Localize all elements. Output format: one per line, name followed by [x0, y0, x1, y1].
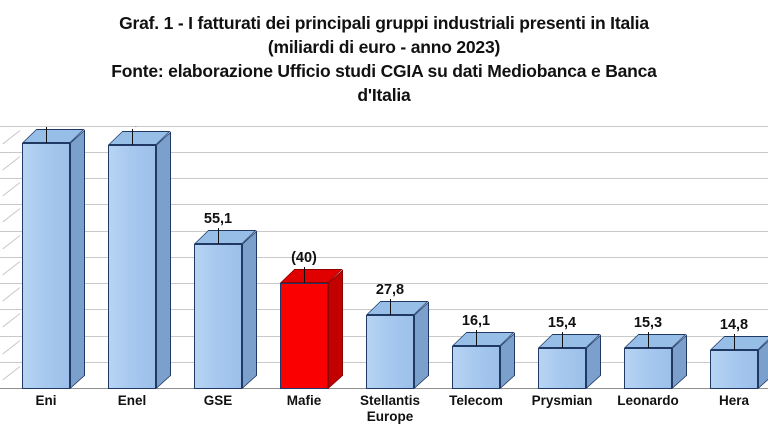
plot-area: 93,7 92,9 55,1 (40) 27,8 16,1 15,4 15,3 … — [0, 126, 768, 389]
category-label-telecom-line-1: Telecom — [449, 393, 503, 408]
depth-line-4 — [2, 208, 21, 223]
leader-tick-eni — [46, 127, 47, 143]
category-label-eni: Eni — [0, 393, 92, 409]
depth-line-1 — [2, 130, 21, 145]
category-label-hera: Hera — [688, 393, 768, 409]
category-label-leonardo: Leonardo — [602, 393, 694, 409]
category-label-mafie: Mafie — [258, 393, 350, 409]
chart-title-line-4: d'Italia — [357, 85, 411, 105]
gridline-50 — [0, 257, 768, 258]
category-label-leonardo-line-1: Leonardo — [617, 393, 679, 408]
depth-line-5 — [2, 235, 21, 250]
chart-title: Graf. 1 - I fatturati dei principali gru… — [0, 11, 768, 107]
leader-tick-telecom — [476, 330, 477, 346]
bar-mafie-side-face — [328, 269, 343, 389]
leader-tick-leonardo — [648, 332, 649, 348]
depth-line-3 — [2, 182, 21, 197]
gridline-100 — [0, 126, 768, 127]
value-label-hera: 14,8 — [719, 317, 749, 333]
category-label-enel: Enel — [86, 393, 178, 409]
depth-line-2 — [2, 156, 21, 171]
value-label-mafie: (40) — [291, 250, 317, 266]
bar-prysmian-front-face — [538, 348, 586, 389]
category-label-mafie-line-1: Mafie — [286, 393, 322, 408]
leader-tick-hera — [734, 334, 735, 350]
category-axis: Eni Enel GSE Mafie Stellantis Europe Tel… — [0, 393, 768, 436]
category-label-gse-line-1: GSE — [203, 393, 233, 408]
bar-hera-top-face — [710, 336, 768, 350]
depth-line-10 — [2, 366, 21, 381]
leader-tick-enel — [132, 129, 133, 145]
category-label-stellantis-europe-line-2: Europe — [366, 409, 414, 424]
leader-tick-mafie — [304, 267, 305, 283]
chart-title-line-3: Fonte: elaborazione Ufficio studi CGIA s… — [111, 61, 657, 81]
bar-gse-side-face — [242, 230, 257, 389]
bar-enel-side-face — [156, 131, 171, 389]
category-label-hera-line-1: Hera — [718, 393, 750, 408]
category-label-enel-line-1: Enel — [117, 393, 147, 408]
depth-line-9 — [2, 340, 21, 355]
category-label-telecom: Telecom — [430, 393, 522, 409]
gridline-60 — [0, 231, 768, 232]
category-label-stellantis-europe: Stellantis Europe — [344, 393, 436, 425]
bar-hera-front-face — [710, 350, 758, 389]
leader-tick-gse — [218, 228, 219, 244]
category-label-eni-line-1: Eni — [35, 393, 57, 408]
gridline-90 — [0, 152, 768, 153]
bar-gse-front-face — [194, 244, 242, 389]
bar-stellantis-europe-front-face — [366, 315, 414, 389]
chart-title-line-2: (miliardi di euro - anno 2023) — [267, 37, 501, 57]
category-label-gse: GSE — [172, 393, 264, 409]
value-label-leonardo: 15,3 — [633, 315, 663, 331]
value-label-enel: 92,9 — [97, 126, 167, 128]
category-label-prysmian-line-1: Prysmian — [531, 393, 593, 408]
leader-tick-stellantis-europe — [390, 299, 391, 315]
category-label-stellantis-europe-line-1: Stellantis — [359, 393, 421, 408]
value-label-prysmian: 15,4 — [547, 315, 577, 331]
bar-eni-front-face — [22, 143, 70, 389]
depth-line-8 — [2, 313, 21, 328]
bar-eni-side-face — [70, 129, 85, 389]
depth-line-6 — [2, 261, 21, 276]
gridline-40 — [0, 283, 768, 284]
gridline-70 — [0, 204, 768, 205]
bar-mafie-front-face — [280, 283, 328, 389]
bar-telecom-front-face — [452, 346, 500, 389]
category-label-prysmian: Prysmian — [516, 393, 608, 409]
bar-leonardo-front-face — [624, 348, 672, 389]
value-label-gse: 55,1 — [203, 211, 233, 227]
leader-tick-prysmian — [562, 332, 563, 348]
chart-title-line-1: Graf. 1 - I fatturati dei principali gru… — [119, 13, 649, 33]
bar-enel-front-face — [108, 145, 156, 389]
value-label-telecom: 16,1 — [461, 313, 491, 329]
depth-line-7 — [2, 287, 21, 302]
bar-stellantis-europe-side-face — [414, 301, 429, 389]
value-label-stellantis-europe: 27,8 — [375, 282, 405, 298]
gridline-80 — [0, 178, 768, 179]
